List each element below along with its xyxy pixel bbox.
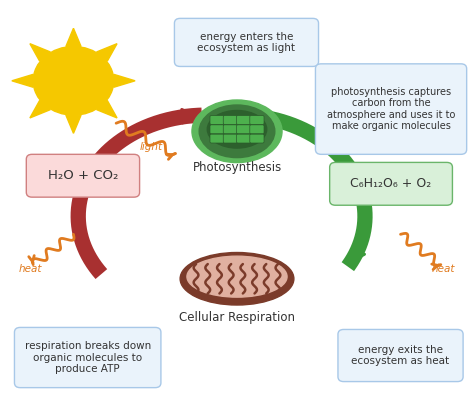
FancyBboxPatch shape bbox=[223, 116, 237, 124]
Polygon shape bbox=[66, 115, 81, 133]
Polygon shape bbox=[97, 44, 117, 61]
Text: Photosynthesis: Photosynthesis bbox=[192, 161, 282, 174]
FancyBboxPatch shape bbox=[223, 134, 237, 143]
Text: photosynthesis captures
carbon from the
atmosphere and uses it to
make organic m: photosynthesis captures carbon from the … bbox=[327, 87, 455, 131]
FancyBboxPatch shape bbox=[174, 18, 319, 66]
Ellipse shape bbox=[187, 256, 287, 297]
FancyBboxPatch shape bbox=[223, 125, 237, 134]
Text: energy enters the
ecosystem as light: energy enters the ecosystem as light bbox=[198, 32, 295, 53]
Ellipse shape bbox=[180, 252, 294, 305]
Polygon shape bbox=[30, 101, 50, 118]
Text: heat: heat bbox=[431, 264, 455, 274]
FancyBboxPatch shape bbox=[210, 125, 224, 134]
Polygon shape bbox=[12, 74, 33, 87]
FancyBboxPatch shape bbox=[237, 116, 251, 124]
Ellipse shape bbox=[199, 105, 275, 158]
Polygon shape bbox=[66, 28, 81, 46]
Text: heat: heat bbox=[19, 264, 43, 274]
FancyBboxPatch shape bbox=[250, 116, 264, 124]
Polygon shape bbox=[97, 101, 117, 118]
Text: energy exits the
ecosystem as heat: energy exits the ecosystem as heat bbox=[351, 345, 450, 366]
FancyBboxPatch shape bbox=[316, 64, 466, 154]
FancyBboxPatch shape bbox=[237, 134, 251, 143]
FancyBboxPatch shape bbox=[210, 116, 224, 124]
FancyBboxPatch shape bbox=[250, 134, 264, 143]
FancyBboxPatch shape bbox=[26, 154, 139, 197]
FancyBboxPatch shape bbox=[210, 134, 224, 143]
Ellipse shape bbox=[207, 110, 267, 148]
Text: Cellular Respiration: Cellular Respiration bbox=[179, 311, 295, 324]
Text: H₂O + CO₂: H₂O + CO₂ bbox=[48, 169, 118, 182]
Text: C₆H₁₂O₆ + O₂: C₆H₁₂O₆ + O₂ bbox=[350, 177, 432, 190]
Text: light: light bbox=[140, 143, 163, 152]
Circle shape bbox=[33, 46, 114, 115]
FancyBboxPatch shape bbox=[15, 327, 161, 388]
Ellipse shape bbox=[192, 100, 282, 162]
FancyBboxPatch shape bbox=[250, 125, 264, 134]
Text: respiration breaks down
organic molecules to
produce ATP: respiration breaks down organic molecule… bbox=[25, 341, 151, 374]
Polygon shape bbox=[30, 44, 50, 61]
FancyBboxPatch shape bbox=[330, 162, 452, 205]
FancyBboxPatch shape bbox=[338, 330, 463, 381]
FancyBboxPatch shape bbox=[237, 125, 251, 134]
Polygon shape bbox=[114, 74, 135, 87]
